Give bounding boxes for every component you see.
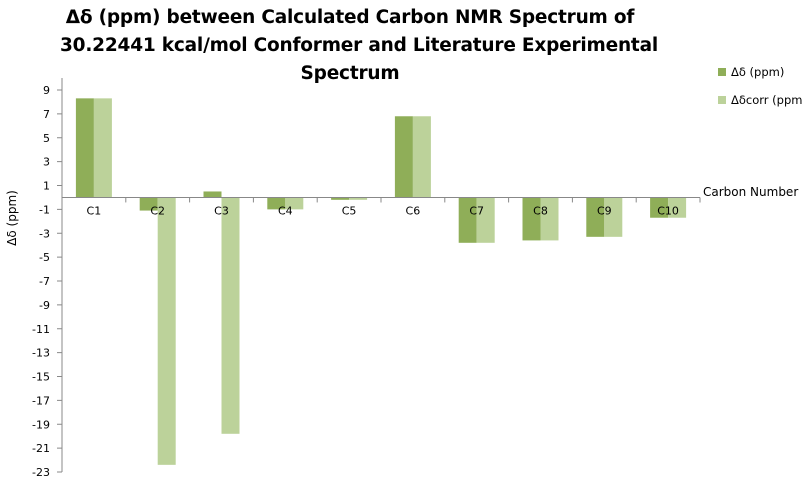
bar-c2-series-2 — [157, 197, 176, 465]
legend-swatch — [718, 96, 726, 104]
chart-title: Δδ (ppm) between Calculated Carbon NMR S… — [60, 4, 659, 88]
x-tick-label: C1 — [87, 204, 102, 217]
y-tick-label: -11 — [32, 323, 50, 336]
y-tick-label: 5 — [43, 132, 50, 145]
x-tick-label: C3 — [214, 204, 229, 217]
bar-c7-series-2 — [476, 197, 495, 243]
y-tick-label: -13 — [32, 347, 50, 360]
bar-c1-series-2 — [93, 98, 112, 198]
bar-c6-series-1 — [394, 116, 413, 198]
x-tick-label: C2 — [150, 204, 165, 217]
x-axis-ticks: C1 C2 C3 C4 C5 C6 C7 C8 C9 C10 — [61, 197, 701, 217]
bar-c1-series-1 — [75, 98, 94, 198]
y-tick-label: -17 — [32, 394, 50, 407]
bar-c8-series-2 — [540, 197, 559, 241]
chart-title-line: Δδ (ppm) between Calculated Carbon NMR S… — [65, 7, 635, 28]
x-axis-title: Carbon Number — [703, 185, 798, 199]
bar-c3-series-1 — [203, 191, 222, 198]
bar-c7-series-1 — [458, 197, 477, 243]
bar-c2-series-1 — [139, 197, 158, 211]
y-tick-label: 1 — [43, 180, 50, 193]
x-tick-label: C9 — [597, 204, 612, 217]
y-tick-label: -7 — [39, 275, 50, 288]
y-tick-label: 9 — [43, 84, 50, 97]
bar-c9-series-1 — [586, 197, 605, 237]
chart-title-line: 30.22441 kcal/mol Conformer and Literatu… — [60, 35, 659, 56]
legend-label: Δδcorr (ppm) — [731, 93, 803, 107]
x-tick-label: C6 — [406, 204, 421, 217]
x-tick-label: C8 — [533, 204, 548, 217]
y-tick-label: -1 — [39, 203, 50, 216]
x-tick-label: C10 — [657, 204, 679, 217]
bar-c9-series-2 — [604, 197, 623, 237]
legend-label: Δδ (ppm) — [731, 65, 784, 79]
y-axis-ticks: 9 7 5 3 1 -1 -3 -5 -7 -9 -11 -13 -15 -17 -19 -21 -23 — [32, 84, 62, 479]
bar-c4-series-1 — [267, 197, 286, 210]
bar-c10-series-1 — [650, 197, 669, 218]
bar-c10-series-2 — [668, 197, 687, 218]
legend-swatch — [718, 68, 726, 76]
y-tick-label: -9 — [39, 299, 50, 312]
y-axis-title: Δδ (ppm) — [5, 190, 19, 246]
y-tick-label: -19 — [32, 418, 50, 431]
bar-c6-series-2 — [412, 116, 431, 198]
chart-title-line: Spectrum — [300, 63, 400, 84]
y-tick-label: -15 — [32, 371, 50, 384]
y-tick-label: 3 — [43, 156, 50, 169]
legend: Δδ (ppm) Δδcorr (ppm) — [718, 65, 803, 107]
x-tick-label: C4 — [278, 204, 293, 217]
bar-c5-series-2 — [349, 197, 368, 200]
x-tick-label: C5 — [342, 204, 357, 217]
bar-c8-series-1 — [522, 197, 541, 241]
x-tick-label: C7 — [469, 204, 484, 217]
bar-c3-series-2 — [221, 197, 240, 434]
bars — [75, 98, 687, 465]
y-tick-label: 7 — [43, 108, 50, 121]
y-tick-label: -23 — [32, 466, 50, 479]
bar-c5-series-1 — [331, 197, 350, 200]
y-tick-label: -21 — [32, 442, 50, 455]
y-tick-label: -5 — [39, 251, 50, 264]
bar-c4-series-2 — [285, 197, 304, 210]
y-tick-label: -3 — [39, 227, 50, 240]
